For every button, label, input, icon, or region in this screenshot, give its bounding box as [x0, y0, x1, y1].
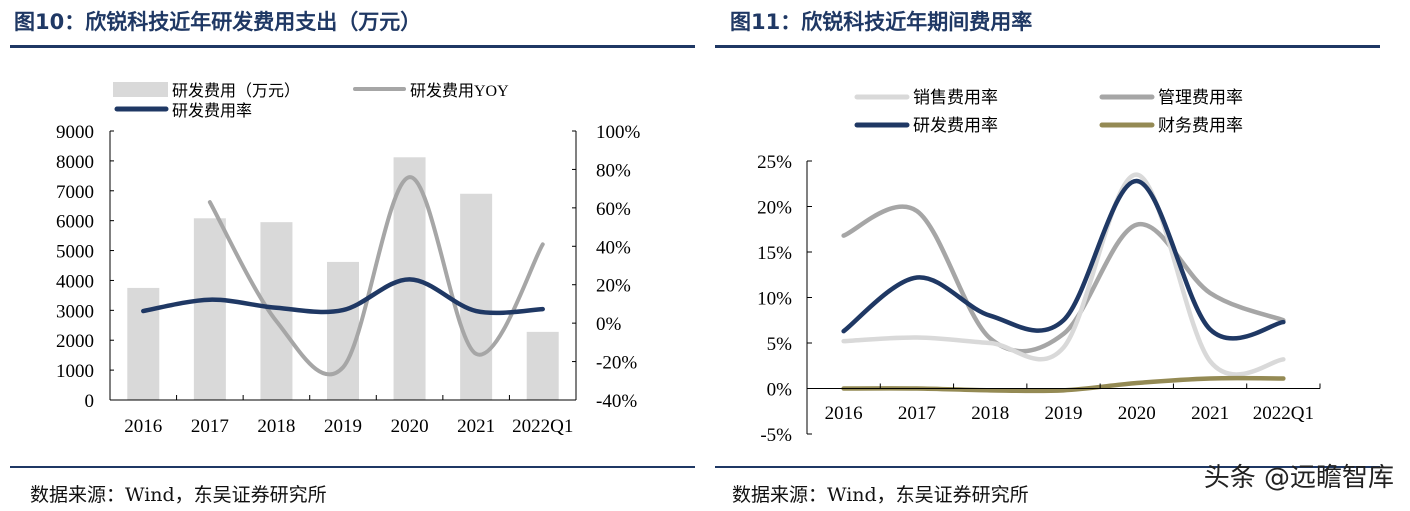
y2-tick-label: 100%	[596, 122, 641, 143]
y2-tick-label: 80%	[596, 160, 631, 181]
x-tick-label: 2017	[191, 416, 229, 437]
bar-2021	[460, 193, 493, 400]
y-tick-label: 20%	[757, 198, 792, 219]
x-tick-label: 2019	[1045, 403, 1083, 424]
x-tick-label: 2022Q1	[1253, 403, 1314, 424]
left-title-rule	[10, 45, 695, 48]
bar-2022Q1	[526, 331, 559, 400]
y2-tick-label: 0%	[596, 314, 622, 335]
y-tick-label: 4000	[56, 271, 94, 292]
y2-tick-label: 40%	[596, 237, 631, 258]
left-source-rule	[10, 466, 695, 468]
y-tick-label: 25%	[757, 152, 792, 173]
x-tick-label: 2016	[825, 403, 863, 424]
y-tick-label: 2000	[56, 331, 94, 352]
legend-label: 研发费用率	[913, 116, 998, 135]
y-tick-label: 8000	[56, 152, 94, 173]
legend-swatch-bar	[113, 82, 168, 97]
line-yoy	[207, 175, 545, 377]
legend-label: 管理费用率	[1158, 88, 1243, 107]
y-tick-label: 1000	[56, 361, 94, 382]
line-财务费用率	[841, 375, 1286, 394]
right-chart-title: 图11：欣锐科技近年期间费用率	[730, 10, 1033, 34]
legend-label: 研发费用率	[172, 102, 252, 120]
y-tick-label: 5000	[56, 242, 94, 263]
x-tick-label: 2016	[124, 416, 162, 437]
right-source-rule	[715, 466, 1380, 468]
x-tick-label: 2018	[971, 403, 1009, 424]
legend-label: 研发费用YOY	[410, 82, 509, 100]
x-tick-label: 2020	[1118, 403, 1156, 424]
y-tick-label: 0%	[767, 380, 793, 401]
y-tick-label: 6000	[56, 212, 94, 233]
y-tick-label: -5%	[760, 425, 792, 446]
left-chart-title: 图10：欣锐科技近年研发费用支出（万元）	[14, 10, 422, 34]
bar-2017	[193, 218, 226, 400]
y-tick-label: 3000	[56, 301, 94, 322]
legend-label: 研发费用（万元）	[172, 82, 300, 100]
y-tick-label: 10%	[757, 289, 792, 310]
y-tick-label: 7000	[56, 182, 94, 203]
x-tick-label: 2021	[1191, 403, 1229, 424]
y-tick-label: 5%	[767, 334, 793, 355]
y2-tick-label: -20%	[596, 353, 637, 374]
x-tick-label: 2022Q1	[512, 416, 573, 437]
y-tick-label: 0	[85, 391, 95, 412]
legend-label: 销售费用率	[913, 88, 998, 107]
x-tick-label: 2019	[324, 416, 362, 437]
right-source: 数据来源：Wind，东吴证券研究所	[732, 484, 1029, 506]
watermark: 头条 @远瞻智库	[1203, 463, 1394, 493]
left-source: 数据来源：Wind，东吴证券研究所	[30, 484, 327, 506]
y-tick-label: 9000	[56, 122, 94, 143]
x-tick-label: 2021	[457, 416, 495, 437]
y2-tick-label: 60%	[596, 199, 631, 220]
y2-tick-label: -40%	[596, 391, 637, 412]
line-rd-rate	[141, 277, 545, 316]
line-研发费用率	[841, 178, 1286, 341]
right-title-rule	[715, 45, 1380, 48]
legend-label: 财务费用率	[1158, 116, 1243, 135]
x-tick-label: 2020	[391, 416, 429, 437]
bar-2019	[327, 261, 359, 400]
bar-2016	[127, 287, 160, 400]
y-tick-label: 15%	[757, 243, 792, 264]
x-tick-label: 2017	[898, 403, 936, 424]
y2-tick-label: 20%	[596, 276, 631, 297]
line-管理费用率	[841, 204, 1286, 354]
x-tick-label: 2018	[257, 416, 295, 437]
line-销售费用率	[841, 172, 1286, 377]
